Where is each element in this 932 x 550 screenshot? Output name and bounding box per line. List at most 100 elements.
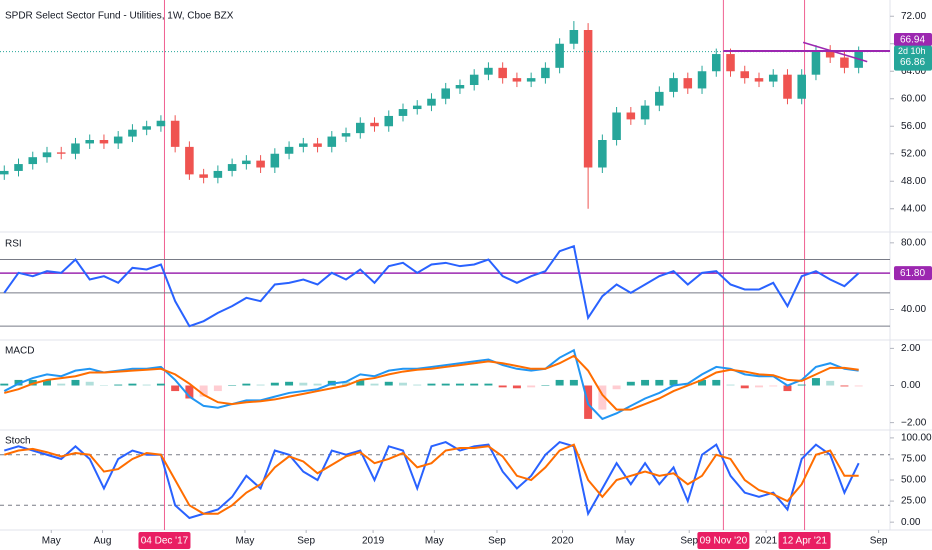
candle-body [341,133,351,137]
candle-body [598,140,607,168]
marker-label: 04 Dec '17 [141,536,189,547]
candle-body [85,140,94,144]
histogram-bar [57,383,66,386]
marker-label: 12 Apr '21 [782,536,827,547]
candle-body [14,164,23,171]
histogram-bar [156,383,165,386]
histogram-bar [128,383,137,386]
pane-title: Stoch [5,436,31,447]
last-price-box [894,45,932,71]
candle-body [683,78,693,89]
histogram-bar [527,385,536,388]
y-tick-label: 50.00 [901,475,926,486]
candle-body [299,143,308,147]
candle-body [256,160,265,168]
histogram-bar [384,381,393,386]
x-tick-label: Sep [870,536,888,547]
y-tick-label: 44.00 [901,203,926,214]
x-tick-label: Sep [488,536,506,547]
candle-body [71,143,80,154]
candle-body [469,74,479,85]
candle-body [128,129,137,137]
histogram-bar [811,378,820,386]
histogram-bar [413,384,422,386]
y-tick-label: 80.00 [901,237,926,248]
candle-body [42,152,52,158]
histogram-bar [142,384,151,386]
histogram-bar [43,379,51,386]
level-label: 66.94 [900,35,925,46]
histogram-bar [854,385,863,387]
histogram-bar [455,383,464,386]
y-tick-label: −2.00 [901,417,927,428]
candle-body [170,120,180,147]
y-tick-label: 75.00 [901,454,926,465]
candle-body [455,85,465,89]
candle-body [726,54,735,72]
candle-body [99,140,109,144]
candle-body [327,136,337,147]
histogram-bar [399,382,407,386]
x-tick-label: May [616,536,635,547]
candle-body [583,30,593,168]
pane-title: RSI [5,239,22,250]
candle-body [270,153,280,168]
candle-body [370,122,379,127]
candle-body [384,115,394,127]
marker-label-box [138,532,191,549]
histogram-bar [512,385,521,389]
x-tick-label: Sep [680,536,698,547]
candle-body [199,174,208,178]
candle-body [640,105,650,120]
y-tick-label: 72.00 [901,11,926,22]
candle-body [754,78,764,82]
histogram-bar [356,379,365,386]
y-tick-label: 64.00 [901,66,926,77]
countdown-label: 2d 10h [898,46,926,56]
histogram-bar [797,384,806,386]
histogram-bar [840,385,849,387]
histogram-bar [299,382,308,386]
y-tick-label: 25.00 [901,496,926,507]
candle-body [441,88,450,99]
candle-body [398,109,408,116]
candle-body [811,50,821,75]
histogram-bar [199,385,208,397]
level-label-box [894,33,932,47]
candle-body [185,146,194,175]
candle-body [484,67,493,75]
histogram-bar [114,384,123,386]
histogram-bar [612,385,621,390]
pane-title: SPDR Select Sector Fund - Utilities, 1W,… [5,11,234,22]
marker-label-box [697,532,750,549]
candle-body [227,164,237,171]
candle-body [712,54,721,72]
histogram-bar [270,382,279,386]
histogram-bar [769,385,778,387]
x-tick-label: Sep [297,536,315,547]
histogram-bar [712,379,721,386]
histogram-bar [484,383,493,386]
x-tick-label: May [425,536,444,547]
histogram-bar [641,379,650,386]
candle-body [412,105,422,110]
histogram-bar [85,381,94,386]
candle-body [541,67,550,79]
candle-body [427,98,436,106]
y-tick-label: 100.00 [901,433,932,444]
histogram-bar [783,385,792,392]
histogram-bar [655,379,664,386]
candle-body [626,112,636,120]
y-tick-label: 60.00 [901,93,926,104]
histogram-bar [669,379,678,386]
histogram-bar [726,384,735,386]
histogram-bar [71,379,80,386]
x-tick-label: 2021 [755,536,778,547]
histogram-bar [285,381,294,386]
candle-body [840,57,849,68]
histogram-bar [342,381,351,386]
histogram-bar [470,383,479,386]
candle-body [526,78,536,82]
histogram-bar [555,379,564,386]
